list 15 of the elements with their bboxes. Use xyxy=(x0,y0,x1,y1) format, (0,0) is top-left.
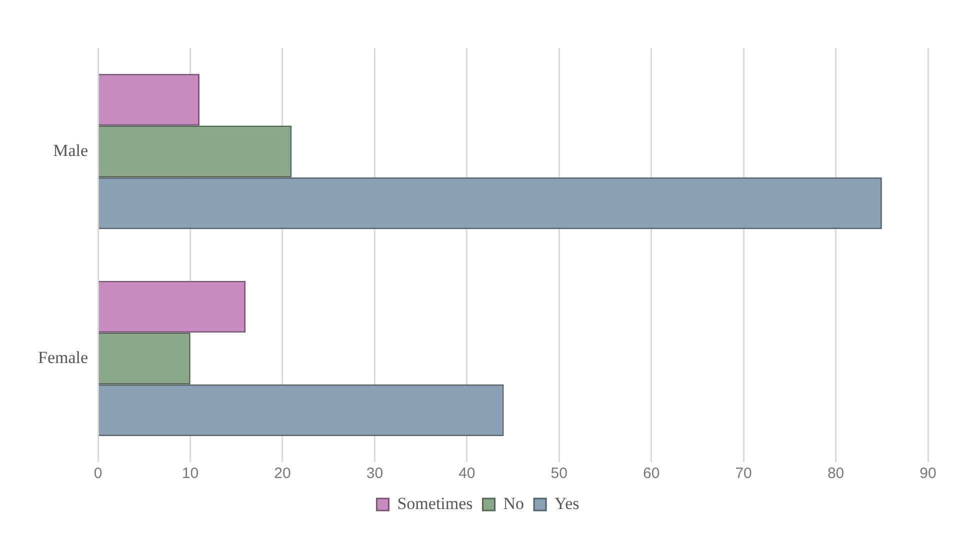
legend-label: No xyxy=(503,494,524,513)
legend-label: Yes xyxy=(554,494,580,513)
x-tick-label: 0 xyxy=(94,465,102,482)
y-tick-label: Female xyxy=(38,348,88,367)
x-tick-label: 20 xyxy=(274,465,291,482)
x-tick-label: 90 xyxy=(920,465,936,482)
x-tick-label: 60 xyxy=(643,465,660,482)
x-tick-label: 50 xyxy=(550,465,568,482)
x-tick-label: 80 xyxy=(827,465,844,482)
y-tick-label: Male xyxy=(53,140,88,160)
legend-label: Sometimes xyxy=(397,494,473,513)
x-tick-label: 30 xyxy=(366,465,384,482)
x-tick-label: 70 xyxy=(735,465,752,482)
x-tick-label: 40 xyxy=(458,465,476,482)
x-tick-label: 10 xyxy=(182,465,199,482)
